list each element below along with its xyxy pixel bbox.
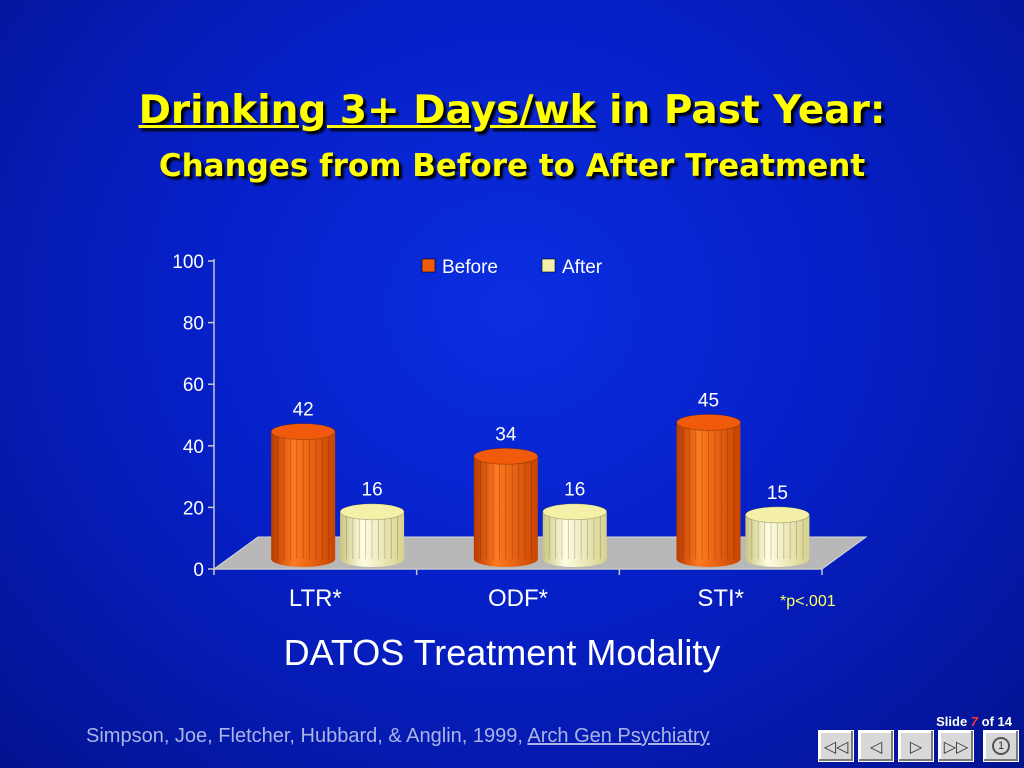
first-slide-icon: ◁◁ (823, 736, 849, 756)
bar-after (542, 503, 608, 567)
home-icon: 1 (992, 737, 1010, 755)
title-underlined: Drinking 3+ Days/wk (138, 88, 596, 133)
citation-journal-link[interactable]: Arch Gen Psychiatry (527, 725, 710, 747)
bar-before-top (676, 413, 741, 431)
legend-swatch-after (541, 258, 556, 273)
bar-before (270, 423, 336, 567)
previous-slide-icon: ◁ (869, 736, 883, 756)
previous-slide-button[interactable]: ◁ (858, 730, 894, 762)
x-tick-label: ODF* (488, 585, 548, 612)
bar-before-body (271, 431, 336, 559)
bar-before (473, 447, 539, 567)
bar-after (745, 506, 810, 567)
last-slide-button[interactable]: ▷▷ (938, 730, 974, 762)
data-label-before: 42 (293, 400, 314, 421)
data-label-after: 16 (564, 480, 585, 501)
slide-title: Drinking 3+ Days/wk in Past Year: (0, 88, 1024, 133)
x-tick-label: STI* (697, 585, 744, 612)
legend-swatch-before (421, 258, 436, 273)
y-tick-label: 40 (183, 437, 204, 458)
y-tick-label: 20 (183, 498, 204, 519)
bar-before-body (473, 456, 538, 559)
next-slide-button[interactable]: ▷ (898, 730, 934, 762)
bar-after-top (745, 506, 810, 524)
bar-before (676, 413, 741, 567)
first-slide-button[interactable]: ◁◁ (818, 730, 854, 762)
next-slide-icon: ▷ (909, 736, 923, 756)
data-label-after: 15 (767, 483, 788, 504)
data-label-before: 45 (698, 390, 719, 411)
x-axis-title: DATOS Treatment Modality (283, 632, 721, 673)
bar-after-base (745, 551, 810, 567)
slide-navigation: ◁◁ ◁ ▷ ▷▷ (818, 730, 974, 762)
bar-after-base (340, 551, 405, 567)
bar-after-top (542, 503, 608, 521)
slide-subtitle: Changes from Before to After Treatment (158, 148, 866, 184)
citation: Simpson, Joe, Fletcher, Hubbard, & Angli… (86, 725, 710, 748)
bar-before-base (676, 551, 741, 567)
y-tick-label: 100 (172, 252, 204, 273)
slide-current: 7 (970, 714, 979, 729)
slide-of: of 14 (978, 714, 1012, 729)
y-tick-label: 80 (183, 314, 204, 335)
home-slide-button[interactable]: 1 (983, 730, 1019, 762)
data-label-after: 16 (362, 480, 383, 501)
citation-text: Simpson, Joe, Fletcher, Hubbard, & Angli… (86, 725, 528, 747)
legend-label-before: Before (442, 257, 498, 278)
bar-before-body (676, 422, 741, 559)
slide-number: Slide 7 of 14 (936, 714, 1012, 729)
data-label-before: 34 (495, 424, 517, 445)
bar-after-base (542, 551, 607, 567)
legend-label-after: After (562, 257, 603, 278)
bar-before-top (270, 423, 336, 441)
x-tick-label: LTR* (289, 585, 342, 612)
bar-after (339, 503, 405, 567)
slide-label: Slide (936, 714, 971, 729)
last-slide-icon: ▷▷ (943, 736, 969, 756)
significance-footnote: *p<.001 (780, 593, 836, 610)
bar-after-top (339, 503, 405, 521)
bar-before-base (271, 551, 336, 567)
bar-before-top (473, 447, 539, 465)
bar-before-base (473, 551, 538, 567)
y-tick-label: 60 (183, 375, 204, 396)
y-tick-label: 0 (193, 560, 204, 581)
title-rest: in Past Year: (595, 88, 886, 133)
